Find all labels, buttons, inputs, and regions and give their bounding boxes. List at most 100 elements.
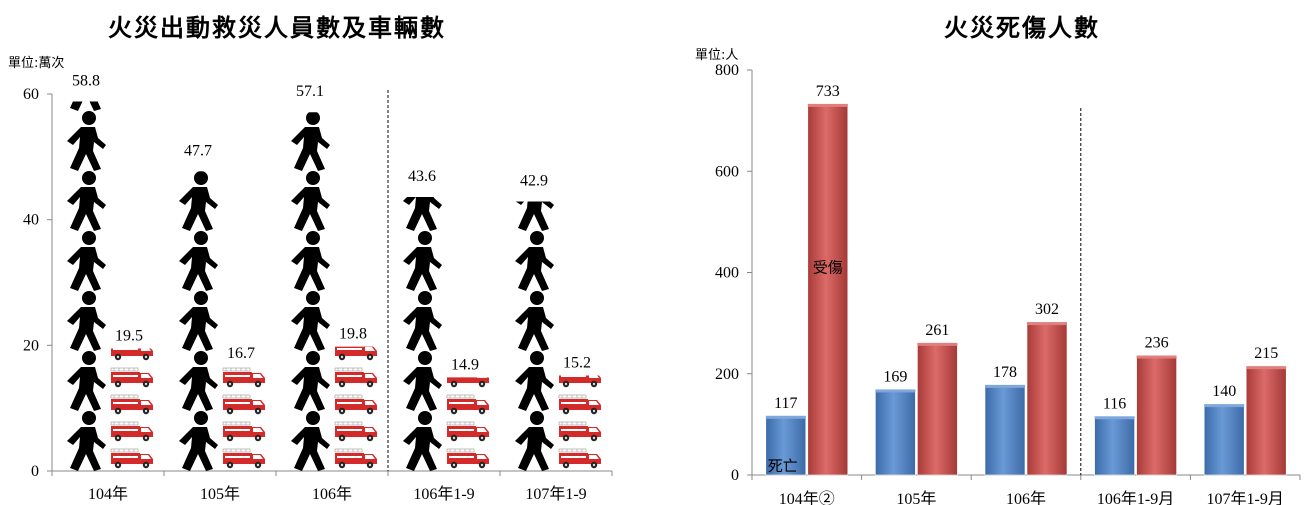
fire-truck-icon (334, 394, 378, 415)
fire-truck-icon (222, 367, 266, 388)
bar-top-highlight (1204, 404, 1245, 408)
data-label-trucks: 19.8 (339, 326, 367, 343)
data-label-deaths: 178 (993, 364, 1017, 381)
y-tick-label: 200 (715, 366, 739, 383)
person-walking-icon (67, 111, 106, 171)
person-walking-icon (403, 411, 442, 471)
person-walking-icon (515, 231, 554, 291)
fire-truck-icon (222, 448, 266, 469)
person-walking-icon (291, 411, 330, 471)
fire-truck-icon (110, 394, 154, 415)
person-walking-icon (403, 51, 442, 111)
person-walking-icon (179, 291, 218, 351)
y-tick-label: 400 (715, 265, 739, 282)
person-walking-icon (403, 351, 442, 411)
category-label: 104年 (88, 485, 128, 503)
bar-injuries (1136, 355, 1177, 476)
category-label: 107年1-9月 (1207, 490, 1284, 505)
fire-truck-icon (447, 314, 489, 333)
category-label: 106年1-9 (413, 485, 474, 503)
person-walking-icon (179, 351, 218, 411)
persons-bar (291, 51, 330, 471)
fire-truck-icon (334, 421, 378, 442)
fire-truck-icon (446, 421, 490, 442)
person-walking-icon (179, 171, 218, 231)
person-walking-icon (515, 291, 554, 351)
data-label-injuries: 215 (1254, 345, 1278, 362)
person-walking-icon (179, 231, 218, 291)
bar-top-highlight (1094, 416, 1135, 420)
bar-deaths (984, 384, 1026, 476)
fire-truck-icon (334, 448, 378, 469)
y-tick-label: 0 (31, 463, 39, 480)
data-label-persons: 43.6 (408, 168, 436, 185)
category-label: 105年 (896, 490, 936, 505)
persons-bar (67, 101, 106, 471)
y-tick-label: 800 (715, 62, 739, 79)
fire-truck-icon (558, 394, 602, 415)
persons-bar (403, 51, 442, 471)
person-walking-icon (67, 231, 106, 291)
person-walking-icon (67, 171, 106, 231)
person-walking-icon (403, 111, 442, 171)
fire-truck-icon (446, 448, 490, 469)
unit-label-rescue: 單位:萬次 (8, 56, 65, 71)
rescue-chart: 0 20 40 60 104年 58.8 19.5 105年 47.7 16.7 106年 57.1 1… (23, 51, 613, 503)
fire-truck-icon (223, 314, 265, 333)
data-label-deaths: 116 (1103, 395, 1126, 412)
category-label: 104年② (779, 490, 835, 505)
fire-truck-icon (222, 394, 266, 415)
person-walking-icon (291, 171, 330, 231)
bar-injuries (1245, 365, 1287, 476)
category-label: 105年 (200, 485, 240, 503)
data-label-persons: 42.9 (520, 172, 548, 189)
bar-top-highlight (1246, 366, 1287, 370)
fire-truck-icon (222, 421, 266, 442)
category-label: 107年1-9 (525, 485, 586, 503)
fire-truck-icon (334, 367, 378, 388)
bar-top-highlight (765, 415, 806, 419)
person-walking-icon (67, 411, 106, 471)
chart-title-casualties: 火災死傷人數 (944, 14, 1100, 42)
category-label: 106年 (312, 485, 352, 503)
data-label-trucks: 14.9 (451, 356, 479, 373)
person-walking-icon (515, 111, 554, 171)
bar-deaths (1094, 415, 1135, 476)
person-walking-icon (515, 351, 554, 411)
data-label-injuries: 733 (816, 83, 840, 100)
unit-label-casualties: 單位:人 (695, 48, 739, 63)
person-walking-icon (515, 51, 554, 111)
bar-top-highlight (985, 384, 1025, 388)
bar-injuries (917, 342, 958, 476)
fire-truck-icon (110, 448, 154, 469)
person-walking-icon (291, 351, 330, 411)
trucks-bar (558, 375, 602, 469)
person-walking-icon (403, 231, 442, 291)
data-label-deaths: 140 (1212, 383, 1236, 400)
persons-bar (179, 51, 218, 471)
fire-truck-icon (110, 421, 154, 442)
person-walking-icon (291, 112, 330, 171)
series-label-deaths: 死亡 (768, 457, 798, 475)
series-label-injuries: 受傷 (813, 259, 843, 277)
person-walking-icon (291, 51, 330, 111)
bar-top-highlight (875, 389, 916, 393)
casualties-chart: 0 200 400 600 800 104年② 117 733 105年 169 261 106年 17… (715, 62, 1301, 505)
person-walking-icon (291, 231, 330, 291)
y-tick-label: 60 (23, 86, 39, 103)
person-walking-icon (179, 51, 218, 111)
fire-truck-icon (558, 421, 602, 442)
bar-top-highlight (807, 103, 848, 107)
data-label-injuries: 236 (1145, 335, 1169, 352)
data-label-persons: 47.7 (184, 142, 212, 159)
data-label-trucks: 15.2 (563, 354, 591, 371)
bar-deaths (1203, 403, 1245, 476)
trucks-bar (446, 314, 490, 469)
person-walking-icon (403, 291, 442, 351)
bar-deaths (875, 389, 916, 476)
bar-top-highlight (1027, 322, 1067, 326)
data-label-deaths: 169 (883, 368, 907, 385)
category-label: 106年1-9月 (1097, 490, 1174, 505)
bar-injuries (1026, 321, 1068, 476)
